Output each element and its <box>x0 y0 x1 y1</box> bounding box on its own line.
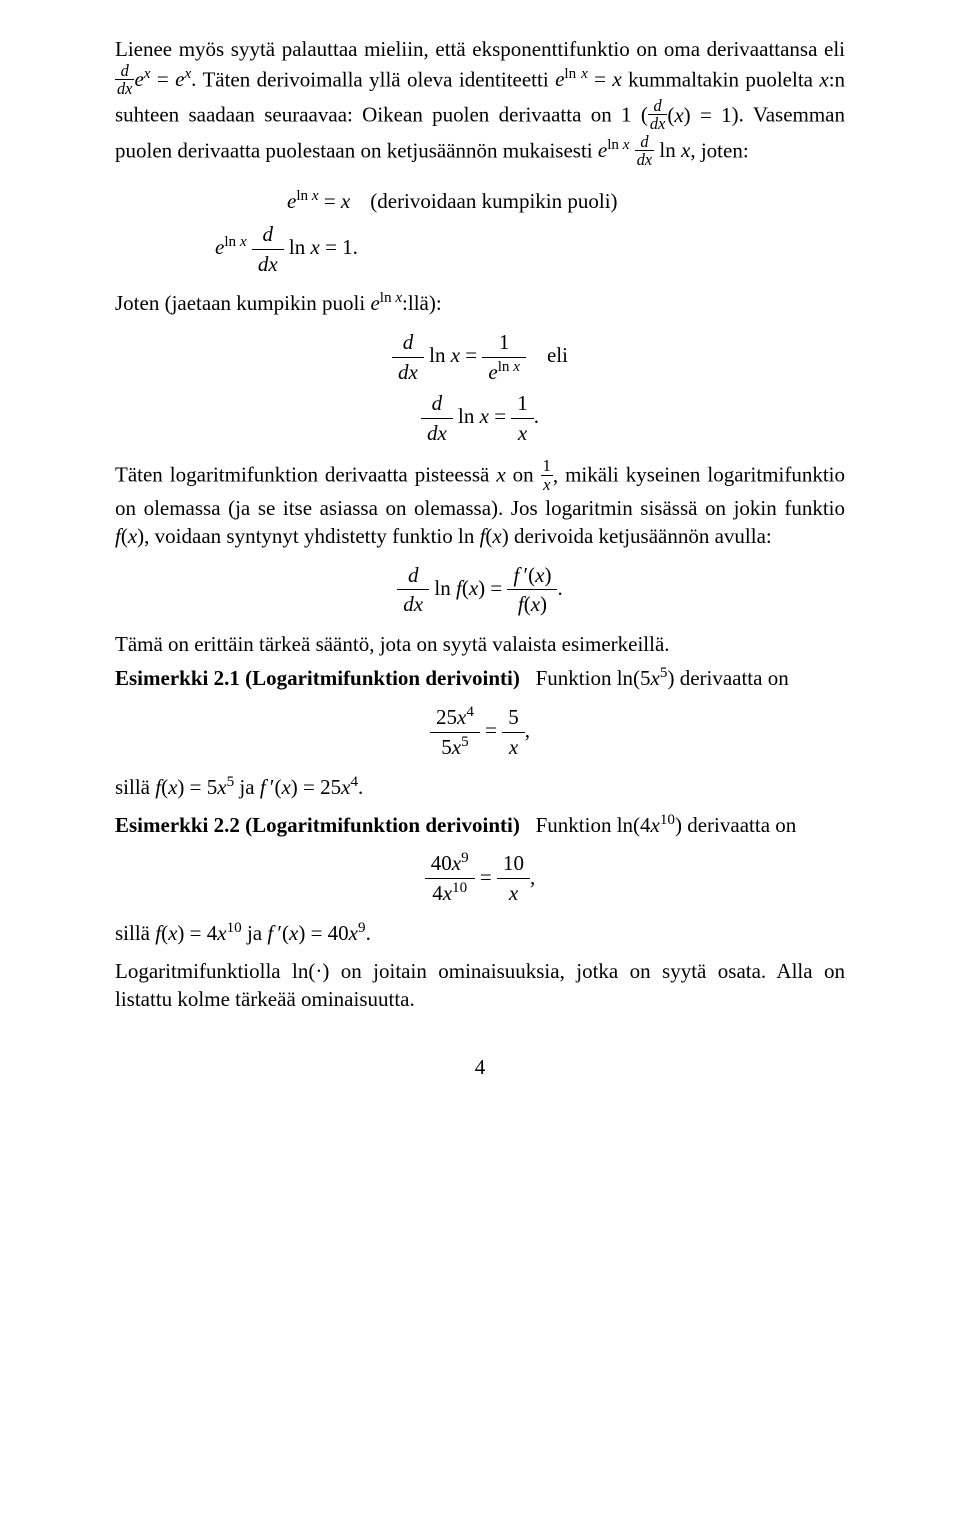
display-equation-2: ddx ln x = 1eln x eli ddx ln x = 1x. <box>115 330 845 445</box>
example-2-1-tail: sillä f(x) = 5x5 ja f ′(x) = 25x4. <box>115 774 845 802</box>
ex1-disp: 25x45x5 = 5x, <box>430 718 530 742</box>
example-2-1-equation: 25x45x5 = 5x, <box>115 705 845 760</box>
page: Lienee myös syytä palauttaa mieliin, ett… <box>0 0 960 1523</box>
disp1-line1: eln x = x(derivoidaan kumpikin puoli) <box>215 182 845 222</box>
paragraph-2: Joten (jaetaan kumpikin puoli eln x:llä)… <box>115 290 845 318</box>
p3-lnfx: ln f(x) <box>458 524 514 548</box>
p1-text-b: Täten derivoimalla yllä oleva identiteet… <box>202 67 555 91</box>
display-equation-3: ddx ln f(x) = f ′(x)f(x). <box>115 563 845 618</box>
p1-math-3: ddx(x) = 1 <box>648 103 732 127</box>
example-2-1: Esimerkki 2.1 (Logaritmifunktion derivoi… <box>115 665 845 693</box>
p1-text-c: kummaltakin puolelta <box>628 67 819 91</box>
ex1-tail-c: ja <box>239 775 259 799</box>
p1-math-1: ddxex = ex. <box>115 67 202 91</box>
ex2-tail-c: ja <box>247 921 267 945</box>
ex2-title: Esimerkki 2.2 (Logaritmifunktion derivoi… <box>115 813 520 837</box>
page-number: 4 <box>115 1054 845 1082</box>
ex2-tail-d: f ′(x) = 40x9. <box>267 921 370 945</box>
p3-x: x on <box>496 463 540 487</box>
disp2-line2: ddx ln x = 1x. <box>421 391 539 446</box>
example-2-2: Esimerkki 2.2 (Logaritmifunktion derivoi… <box>115 812 845 840</box>
p1-math-4: eln x ddx ln x, <box>598 138 701 162</box>
p3-fx: f(x), <box>115 524 155 548</box>
ex1-tail-a: sillä <box>115 775 155 799</box>
p3-c: voidaan syntynyt yhdistetty funktio <box>155 524 458 548</box>
p2-math: eln x:llä): <box>370 291 441 315</box>
ex1-tail-b: f(x) = 5x5 <box>155 775 239 799</box>
p1-text-a: Lienee myös syytä palauttaa mieliin, ett… <box>115 37 845 61</box>
ex2-lead-c: derivaatta on <box>687 813 796 837</box>
ex2-lead-a: Funktion <box>536 813 617 837</box>
ex2-lead-b: ln(4x10) <box>617 813 688 837</box>
example-2-2-tail: sillä f(x) = 4x10 ja f ′(x) = 40x9. <box>115 920 845 948</box>
ex1-lead-b: ln(5x5) <box>617 666 680 690</box>
ex1-lead-a: Funktion <box>536 666 617 690</box>
p1-text-f: joten: <box>701 138 749 162</box>
p2-text: Joten (jaetaan kumpikin puoli <box>115 291 370 315</box>
paragraph-3: Täten logaritmifunktion derivaatta piste… <box>115 459 845 550</box>
disp2-line1: ddx ln x = 1eln x eli <box>115 330 845 385</box>
p3-frac: 1x, <box>541 463 565 487</box>
p1-xn: x:n <box>819 67 845 91</box>
example-2-2-equation: 40x94x10 = 10x, <box>115 851 845 906</box>
p3-a: Täten logaritmifunktion derivaatta piste… <box>115 463 496 487</box>
disp1-line2: eln x ddx ln x = 1. <box>215 222 845 277</box>
ex2-tail-b: f(x) = 4x10 <box>155 921 247 945</box>
ex2-disp: 40x94x10 = 10x, <box>425 865 535 889</box>
paragraph-4: Tämä on erittäin tärkeä sääntö, jota on … <box>115 631 845 659</box>
paragraph-1: Lienee myös syytä palauttaa mieliin, ett… <box>115 36 845 170</box>
paragraph-5: Logaritmifunktiolla ln(·) on joitain omi… <box>115 958 845 1014</box>
display-equation-1: eln x = x(derivoidaan kumpikin puoli) el… <box>115 182 845 276</box>
ex1-title: Esimerkki 2.1 (Logaritmifunktion derivoi… <box>115 666 520 690</box>
p1-math-2: eln x = x <box>555 67 628 91</box>
ex2-tail-a: sillä <box>115 921 155 945</box>
ex1-lead-c: derivaatta on <box>680 666 789 690</box>
p1-text-d: suhteen saadaan seuraavaa: Oikean puolen… <box>115 103 648 127</box>
ex1-tail-d: f ′(x) = 25x4. <box>260 775 363 799</box>
disp3: ddx ln f(x) = f ′(x)f(x). <box>397 576 562 600</box>
p3-d: derivoida ketjusäännön avulla: <box>514 524 772 548</box>
